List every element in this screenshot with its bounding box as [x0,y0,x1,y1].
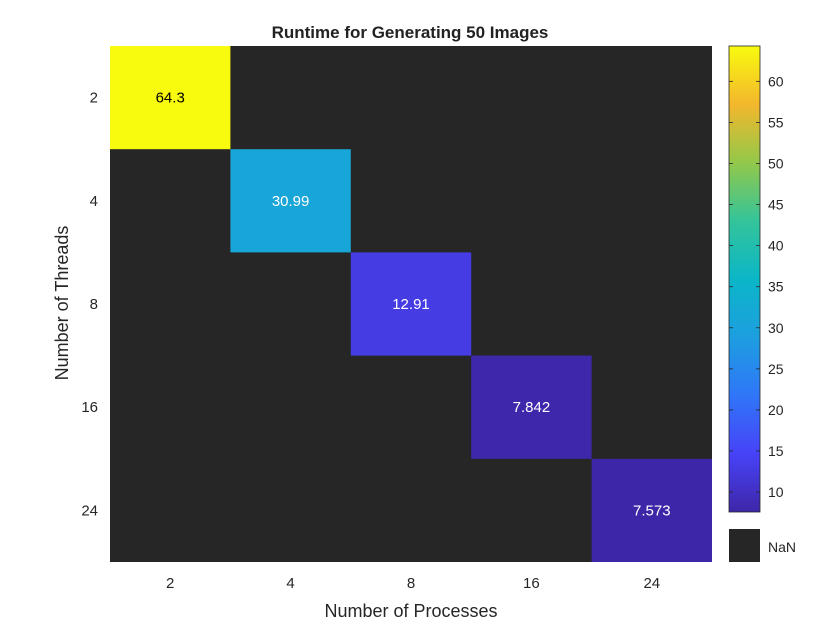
heatmap-cell [110,46,231,150]
nan-legend: NaN [729,529,796,562]
colorbar-tick-label: 50 [768,155,784,171]
y-tick-label: 8 [90,296,98,313]
nan-swatch [729,529,760,562]
y-tick-label: 4 [90,193,98,210]
y-tick-label: 24 [81,502,98,519]
heatmap-cell [471,355,592,459]
colorbar-tick-label: 25 [768,361,784,377]
colorbar-tick-label: 30 [768,320,784,336]
x-tick-label: 2 [166,575,174,592]
colorbar-tick-label: 60 [768,73,784,89]
y-tick-label: 16 [81,399,98,416]
y-axis-label: Number of Threads [52,226,72,381]
x-axis-label: Number of Processes [324,601,497,621]
heatmap-cell [350,252,472,356]
cell-value-label: 30.99 [272,193,310,210]
colorbar-tick-label: 55 [768,114,784,130]
heatmap-cell [591,458,712,562]
colorbar-tick-label: 10 [768,484,784,500]
y-tick-label: 2 [90,90,98,107]
x-tick-label: 16 [523,575,540,592]
colorbar-tick-label: 45 [768,197,784,213]
nan-label: NaN [768,539,796,555]
colorbar-tick-label: 40 [768,238,784,254]
colorbar-tick-label: 20 [768,402,784,418]
x-tick-label: 24 [643,575,660,592]
cell-value-label: 7.842 [513,399,551,416]
colorbar-tick-label: 35 [768,279,784,295]
heatmap-cells: 64.3 30.99 12.91 7.842 7.573 [110,46,712,562]
x-axis-ticks: 2 4 8 16 24 [166,575,660,592]
chart-title: Runtime for Generating 50 Images [272,23,549,42]
colorbar: 10 15 20 25 30 35 40 45 50 55 60 [728,45,784,513]
cell-value-label: 12.91 [392,296,430,313]
cell-value-label: 64.3 [156,90,185,107]
x-tick-label: 8 [407,575,415,592]
x-tick-label: 4 [286,575,294,592]
heatmap-cell [230,149,351,253]
colorbar-tick-label: 15 [768,443,784,459]
colorbar-gradient [728,45,761,513]
cell-value-label: 7.573 [633,502,671,519]
